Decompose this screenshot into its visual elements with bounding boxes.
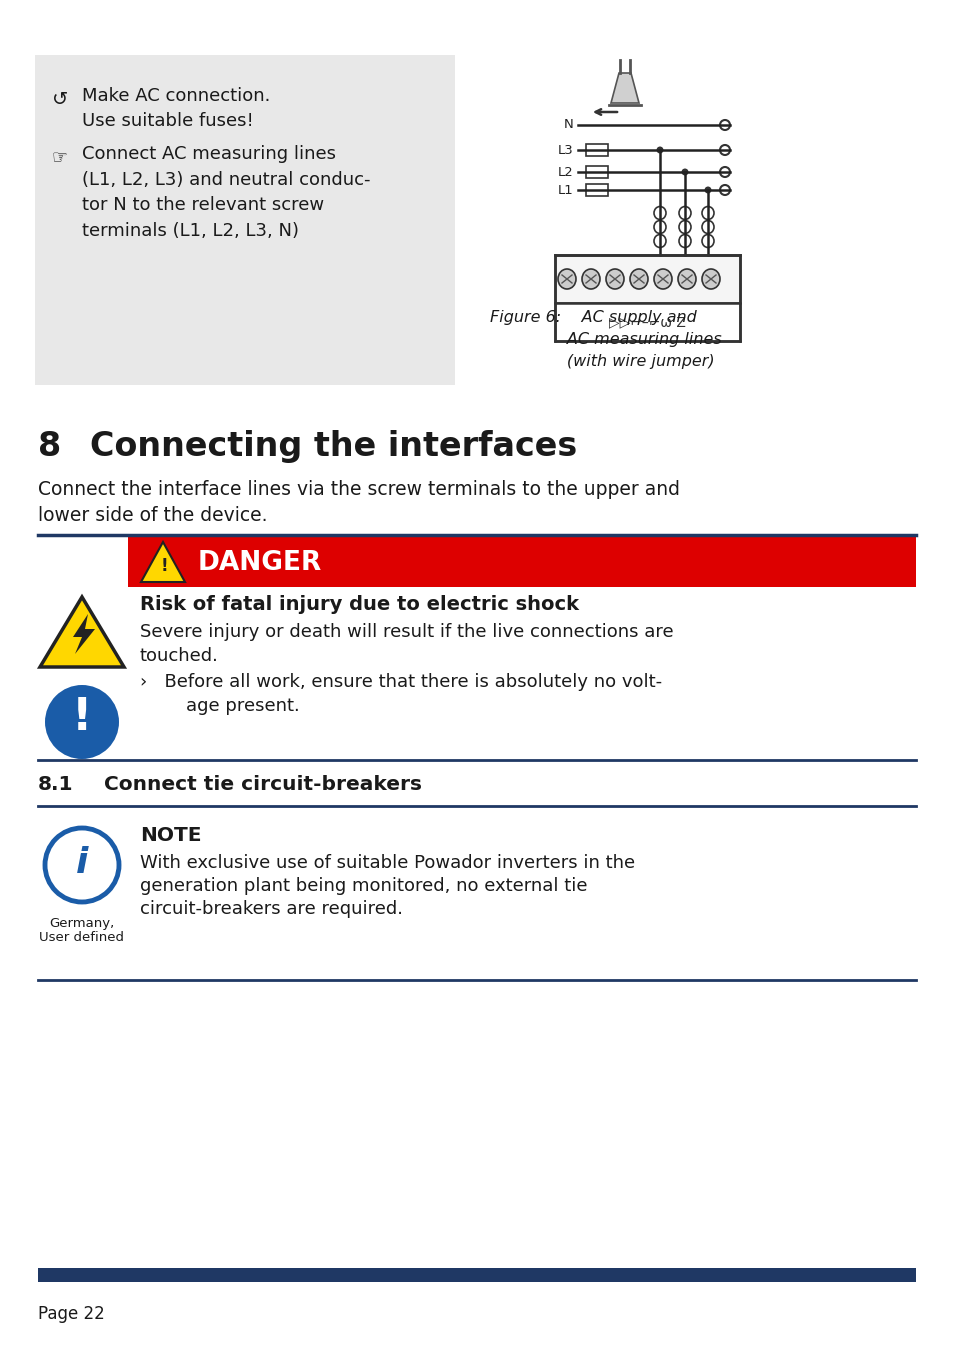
Ellipse shape: [654, 234, 665, 247]
Ellipse shape: [679, 221, 690, 234]
Ellipse shape: [581, 269, 599, 289]
Text: Germany,: Germany,: [50, 917, 114, 929]
Text: Use suitable fuses!: Use suitable fuses!: [82, 112, 253, 130]
Circle shape: [680, 168, 688, 175]
Text: Connect the interface lines via the screw terminals to the upper and: Connect the interface lines via the scre…: [38, 480, 679, 499]
Bar: [585, 165, 607, 178]
Circle shape: [703, 187, 711, 194]
Ellipse shape: [629, 269, 647, 289]
Circle shape: [45, 829, 119, 902]
Polygon shape: [73, 615, 95, 654]
Circle shape: [720, 167, 729, 178]
Bar: [555, 303, 740, 342]
Text: N: N: [563, 118, 574, 132]
Text: DANGER: DANGER: [198, 550, 322, 576]
Text: touched.: touched.: [140, 647, 218, 664]
Text: Make AC connection.: Make AC connection.: [82, 87, 270, 105]
Ellipse shape: [605, 269, 623, 289]
Ellipse shape: [678, 269, 696, 289]
Text: ☞: ☞: [51, 148, 68, 165]
Text: !: !: [160, 557, 168, 576]
Ellipse shape: [654, 207, 665, 219]
Text: lower side of the device.: lower side of the device.: [38, 506, 267, 525]
Text: 8: 8: [38, 430, 61, 463]
Text: 8.1: 8.1: [38, 775, 73, 794]
Text: L3: L3: [558, 144, 574, 156]
Ellipse shape: [679, 234, 690, 247]
Bar: [555, 256, 740, 303]
Ellipse shape: [701, 207, 713, 219]
Circle shape: [720, 120, 729, 130]
Text: ↺: ↺: [51, 90, 68, 109]
Polygon shape: [610, 73, 639, 104]
Circle shape: [720, 145, 729, 155]
Text: circuit-breakers are required.: circuit-breakers are required.: [140, 900, 402, 919]
Bar: [585, 184, 607, 196]
Text: Risk of fatal injury due to electric shock: Risk of fatal injury due to electric sho…: [140, 594, 578, 615]
Text: User defined: User defined: [39, 931, 125, 944]
Text: Severe injury or death will result if the live connections are: Severe injury or death will result if th…: [140, 623, 673, 642]
Text: With exclusive use of suitable Powador inverters in the: With exclusive use of suitable Powador i…: [140, 854, 635, 872]
Text: !: !: [71, 697, 92, 740]
Text: Connecting the interfaces: Connecting the interfaces: [90, 430, 577, 463]
Bar: [585, 144, 607, 156]
Circle shape: [656, 147, 662, 153]
Text: Connect tie circuit-breakers: Connect tie circuit-breakers: [104, 775, 421, 794]
Ellipse shape: [654, 221, 665, 234]
Text: (with wire jumper): (with wire jumper): [490, 354, 714, 369]
Bar: [38, 1268, 915, 1282]
Text: i: i: [75, 846, 88, 880]
Text: generation plant being monitored, no external tie: generation plant being monitored, no ext…: [140, 877, 587, 894]
Text: age present.: age present.: [140, 697, 299, 716]
Text: Figure 6:    AC supply and: Figure 6: AC supply and: [490, 309, 696, 325]
Polygon shape: [141, 542, 185, 582]
Text: NOTE: NOTE: [140, 826, 201, 845]
Circle shape: [720, 186, 729, 195]
Text: Connect AC measuring lines
(L1, L2, L3) and neutral conduc-
tor N to the relevan: Connect AC measuring lines (L1, L2, L3) …: [82, 145, 370, 241]
Ellipse shape: [679, 207, 690, 219]
Text: ›   Before all work, ensure that there is absolutely no volt-: › Before all work, ensure that there is …: [140, 672, 661, 691]
Text: ▷▷⌐–⌐ω Z: ▷▷⌐–⌐ω Z: [608, 315, 685, 330]
Bar: [35, 55, 455, 385]
Ellipse shape: [558, 269, 576, 289]
Ellipse shape: [654, 269, 671, 289]
Ellipse shape: [701, 221, 713, 234]
Text: AC measuring lines: AC measuring lines: [490, 332, 721, 347]
Text: L2: L2: [558, 165, 574, 179]
Bar: [128, 537, 915, 586]
Circle shape: [45, 685, 119, 759]
Ellipse shape: [701, 269, 720, 289]
Ellipse shape: [701, 234, 713, 247]
Polygon shape: [40, 597, 124, 667]
Text: Page 22: Page 22: [38, 1305, 105, 1323]
Text: L1: L1: [558, 183, 574, 196]
